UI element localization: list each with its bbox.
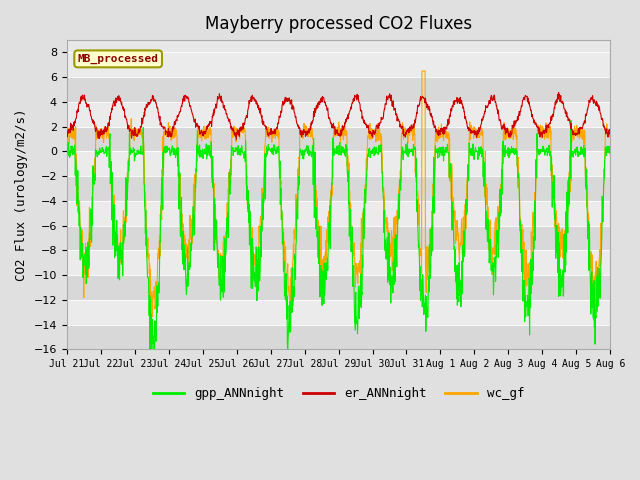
- Bar: [67, 52, 611, 77]
- Bar: [67, 151, 611, 176]
- Bar: [67, 226, 611, 251]
- Bar: [67, 300, 611, 324]
- Bar: [67, 102, 611, 127]
- Text: MB_processed: MB_processed: [77, 54, 159, 64]
- Bar: [67, 77, 611, 102]
- Legend: gpp_ANNnight, er_ANNnight, wc_gf: gpp_ANNnight, er_ANNnight, wc_gf: [148, 382, 529, 405]
- Bar: [67, 275, 611, 300]
- Bar: [67, 176, 611, 201]
- Bar: [67, 201, 611, 226]
- Y-axis label: CO2 Flux (urology/m2/s): CO2 Flux (urology/m2/s): [15, 108, 28, 281]
- Title: Mayberry processed CO2 Fluxes: Mayberry processed CO2 Fluxes: [205, 15, 472, 33]
- Bar: [67, 251, 611, 275]
- Bar: [67, 127, 611, 151]
- Bar: [67, 324, 611, 349]
